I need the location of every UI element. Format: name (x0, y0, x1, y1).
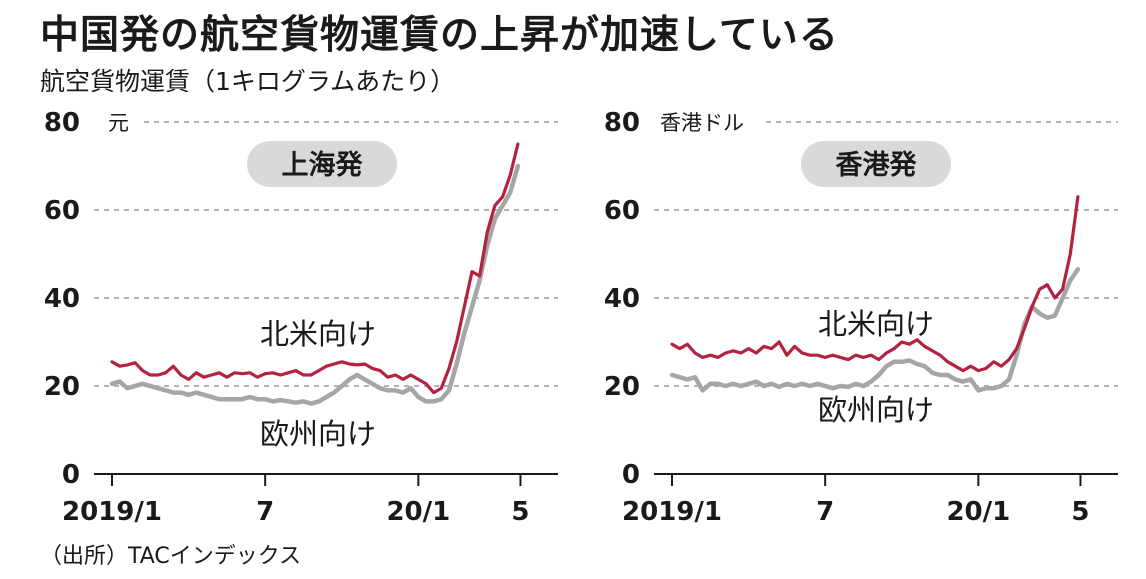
y-tick-label: 40 (44, 284, 80, 314)
x-tick-label: 2019/1 (622, 497, 722, 527)
y-tick-label: 40 (604, 284, 640, 314)
series-label-europe: 欧州向け (260, 417, 376, 451)
x-tick-label: 20/1 (946, 497, 1010, 527)
y-tick-label: 60 (44, 196, 80, 226)
y-tick-label: 0 (622, 460, 640, 490)
panel-badge (247, 141, 397, 187)
y-unit-label: 香港ドル (660, 111, 744, 135)
chart-subtitle: 航空貨物運賃（1キログラムあたり） (40, 67, 456, 96)
y-tick-label: 20 (44, 372, 80, 402)
y-tick-label: 60 (604, 196, 640, 226)
panel-badge (801, 141, 951, 187)
x-tick-label: 5 (511, 497, 529, 527)
panel-title: 香港発 (836, 150, 918, 181)
series-line-europe (109, 163, 521, 406)
series-label-north-america: 北米向け (260, 317, 376, 351)
x-tick-label: 20/1 (386, 497, 450, 527)
y-tick-label: 0 (62, 460, 80, 490)
y-tick-label: 20 (604, 372, 640, 402)
x-tick-label: 7 (256, 497, 274, 527)
y-tick-label: 80 (44, 108, 80, 138)
y-unit-label: 元 (108, 111, 129, 135)
series-label-north-america: 北米向け (818, 307, 934, 341)
x-tick-label: 5 (1071, 497, 1089, 527)
series-line-north-america (670, 195, 1080, 373)
y-tick-label: 80 (604, 108, 640, 138)
x-tick-label: 2019/1 (62, 497, 162, 527)
source-note: （出所）TACインデックス (40, 544, 302, 569)
series-label-europe: 欧州向け (818, 393, 934, 427)
series-line-north-america (110, 142, 520, 395)
series-line-europe (669, 267, 1081, 393)
x-tick-label: 7 (816, 497, 834, 527)
panel-title: 上海発 (282, 150, 364, 181)
chart-title: 中国発の航空貨物運賃の上昇が加速している (40, 13, 839, 58)
